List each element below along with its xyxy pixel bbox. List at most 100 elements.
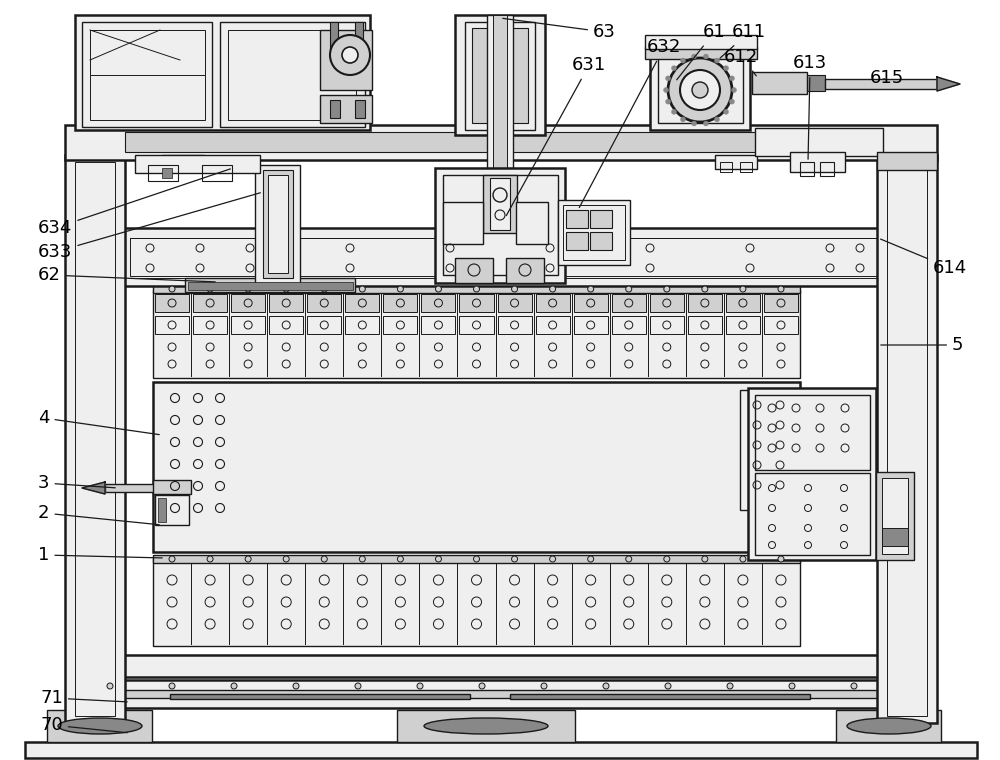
Bar bbox=[228, 30, 356, 120]
Bar bbox=[825, 79, 937, 89]
Bar bbox=[153, 382, 800, 552]
Text: 615: 615 bbox=[870, 69, 904, 87]
Bar bbox=[455, 258, 493, 283]
Bar bbox=[167, 162, 179, 172]
Circle shape bbox=[703, 121, 708, 126]
Circle shape bbox=[680, 70, 720, 110]
Circle shape bbox=[283, 556, 289, 562]
Bar bbox=[153, 555, 800, 563]
Bar bbox=[764, 316, 798, 334]
Bar bbox=[90, 30, 205, 120]
Circle shape bbox=[664, 556, 670, 562]
Circle shape bbox=[435, 286, 441, 292]
Bar bbox=[65, 155, 125, 723]
Bar bbox=[135, 155, 260, 173]
Bar bbox=[25, 742, 977, 758]
Bar bbox=[472, 28, 528, 123]
Bar bbox=[566, 232, 588, 250]
Bar bbox=[590, 232, 612, 250]
Bar bbox=[421, 294, 455, 312]
Bar bbox=[115, 690, 883, 698]
Circle shape bbox=[321, 286, 327, 292]
Bar bbox=[269, 294, 303, 312]
Circle shape bbox=[732, 87, 736, 93]
Bar bbox=[726, 316, 760, 334]
Bar bbox=[263, 170, 293, 278]
Text: 70: 70 bbox=[40, 716, 127, 734]
Bar bbox=[155, 316, 189, 334]
Bar bbox=[153, 290, 800, 378]
Bar bbox=[459, 294, 494, 312]
Bar bbox=[807, 75, 825, 91]
Circle shape bbox=[714, 58, 720, 63]
Bar bbox=[153, 480, 191, 494]
Circle shape bbox=[740, 286, 746, 292]
Bar bbox=[506, 258, 544, 283]
Text: 63: 63 bbox=[503, 18, 616, 41]
Bar bbox=[740, 390, 798, 510]
Bar bbox=[755, 395, 870, 470]
Bar bbox=[574, 294, 608, 312]
Circle shape bbox=[283, 286, 289, 292]
Circle shape bbox=[342, 47, 358, 63]
Bar bbox=[590, 210, 612, 228]
Bar bbox=[748, 388, 876, 560]
Bar bbox=[345, 294, 379, 312]
Circle shape bbox=[729, 99, 734, 104]
Circle shape bbox=[169, 286, 175, 292]
Bar bbox=[740, 162, 752, 172]
Bar bbox=[355, 100, 365, 118]
Bar bbox=[650, 316, 684, 334]
Circle shape bbox=[626, 556, 632, 562]
Circle shape bbox=[479, 683, 485, 689]
Circle shape bbox=[666, 76, 671, 81]
Circle shape bbox=[671, 109, 676, 114]
Text: 612: 612 bbox=[724, 48, 758, 76]
Bar bbox=[490, 178, 510, 230]
Text: 614: 614 bbox=[881, 239, 967, 277]
Bar bbox=[483, 175, 517, 233]
Polygon shape bbox=[937, 77, 960, 91]
Bar bbox=[510, 694, 810, 699]
Circle shape bbox=[703, 54, 708, 59]
Ellipse shape bbox=[58, 718, 142, 734]
Bar bbox=[645, 47, 757, 59]
Bar bbox=[558, 200, 630, 265]
Circle shape bbox=[778, 286, 784, 292]
Circle shape bbox=[664, 286, 670, 292]
Bar bbox=[170, 694, 470, 699]
Bar bbox=[75, 162, 115, 716]
Circle shape bbox=[169, 556, 175, 562]
Circle shape bbox=[729, 76, 734, 81]
Bar bbox=[148, 165, 178, 181]
Circle shape bbox=[740, 556, 746, 562]
Bar bbox=[645, 35, 757, 49]
Ellipse shape bbox=[847, 718, 931, 734]
Circle shape bbox=[231, 683, 237, 689]
Bar bbox=[162, 155, 204, 169]
Bar bbox=[563, 205, 625, 260]
Circle shape bbox=[245, 286, 251, 292]
Circle shape bbox=[330, 35, 370, 75]
Bar bbox=[82, 22, 212, 127]
Bar bbox=[90, 655, 912, 677]
Bar bbox=[720, 162, 732, 172]
Circle shape bbox=[359, 286, 365, 292]
Bar bbox=[498, 294, 532, 312]
Bar bbox=[574, 316, 608, 334]
Bar bbox=[882, 478, 908, 554]
Bar bbox=[155, 294, 189, 312]
Circle shape bbox=[702, 286, 708, 292]
Text: 613: 613 bbox=[793, 54, 827, 160]
Circle shape bbox=[603, 683, 609, 689]
Bar bbox=[882, 528, 908, 546]
Circle shape bbox=[355, 683, 361, 689]
Text: 611: 611 bbox=[720, 23, 766, 58]
Bar bbox=[158, 498, 166, 522]
Bar bbox=[459, 316, 494, 334]
Bar bbox=[269, 316, 303, 334]
Circle shape bbox=[321, 556, 327, 562]
Bar bbox=[443, 175, 558, 275]
Bar bbox=[220, 22, 365, 127]
Bar bbox=[877, 155, 937, 723]
